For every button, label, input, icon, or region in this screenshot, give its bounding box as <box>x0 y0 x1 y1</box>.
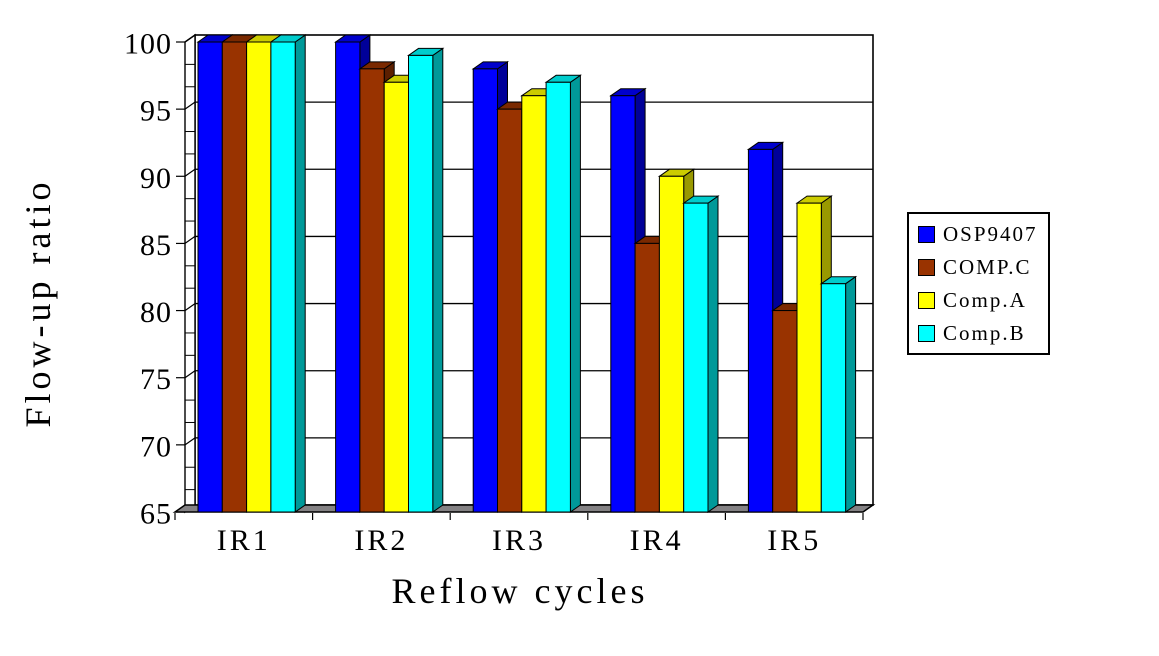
y-tick-connector <box>184 168 196 177</box>
bar-front-face <box>658 175 685 513</box>
legend-label: Comp.B <box>943 320 1026 345</box>
y-tick-label: 95 <box>140 95 172 128</box>
bar-front-face <box>820 283 847 513</box>
category-label: IR4 <box>630 524 684 557</box>
bar-side-face <box>707 195 719 513</box>
y-tick-connector <box>184 370 196 379</box>
legend-item: Comp.B <box>918 320 1048 346</box>
bar-front-face <box>497 108 523 513</box>
bar-front-face <box>335 41 361 513</box>
bar-side-face <box>432 47 444 513</box>
bar-front-face <box>521 95 547 513</box>
legend-swatch <box>918 225 935 243</box>
y-tick-connector <box>184 303 196 312</box>
y-tick-label: 80 <box>140 296 172 329</box>
y-tick-label: 100 <box>124 28 172 61</box>
category-label: IR5 <box>767 524 821 557</box>
y-tick-label: 70 <box>140 430 172 463</box>
bar-Comp.B-IR1 <box>269 34 307 513</box>
bar-front-face <box>472 68 499 513</box>
bar-front-face <box>359 68 385 513</box>
bar-side-face <box>845 275 857 513</box>
legend-swatch <box>918 291 935 309</box>
y-tick-connector <box>184 437 196 446</box>
bar-front-face <box>383 81 410 513</box>
legend: OSP9407 COMP.C Comp.A Comp.B <box>907 212 1050 355</box>
legend-item: Comp.A <box>918 287 1048 313</box>
bar-front-face <box>747 148 774 513</box>
bar-front-face <box>545 81 571 513</box>
category-label: IR3 <box>492 524 546 557</box>
bar-front-face <box>197 41 223 513</box>
y-tick-label: 90 <box>140 162 172 195</box>
bar-Comp.B-IR3 <box>544 74 582 513</box>
bar-front-face <box>772 310 798 513</box>
category-label: IR2 <box>354 524 408 557</box>
x-axis-title: Reflow cycles <box>391 571 649 611</box>
bar-front-face <box>634 242 660 513</box>
bar-Comp.B-IR2 <box>406 47 445 513</box>
bar-side-face <box>569 74 581 513</box>
bar-front-face <box>408 54 434 513</box>
legend-label: COMP.C <box>943 254 1032 279</box>
bar-front-face <box>246 41 272 513</box>
y-tick-label: 75 <box>140 363 172 396</box>
bar-front-face <box>683 202 709 513</box>
y-tick-label: 85 <box>140 229 172 262</box>
legend-item: OSP9407 <box>918 221 1048 247</box>
bar-front-face <box>796 202 822 513</box>
bar-front-face <box>610 95 636 513</box>
bar-Comp.B-IR4 <box>682 195 720 513</box>
bar-side-face <box>294 34 306 513</box>
legend-swatch <box>918 258 935 276</box>
legend-label: Comp.A <box>943 287 1027 312</box>
y-tick-connector <box>184 34 196 43</box>
bar-front-face <box>270 41 296 513</box>
y-tick-connector <box>184 235 196 244</box>
legend-item: COMP.C <box>918 254 1048 280</box>
y-tick-connector <box>184 101 196 110</box>
y-axis-title: Flow-up ratio <box>18 178 58 428</box>
legend-swatch <box>918 324 935 342</box>
category-label: IR1 <box>217 524 271 557</box>
bar-front-face <box>221 41 248 513</box>
bar-Comp.B-IR5 <box>819 275 858 513</box>
y-tick-label: 65 <box>140 498 172 531</box>
legend-label: OSP9407 <box>943 221 1038 246</box>
y-axis-plane <box>184 33 196 514</box>
